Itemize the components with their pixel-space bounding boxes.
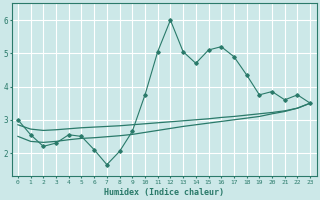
X-axis label: Humidex (Indice chaleur): Humidex (Indice chaleur) [104,188,224,197]
